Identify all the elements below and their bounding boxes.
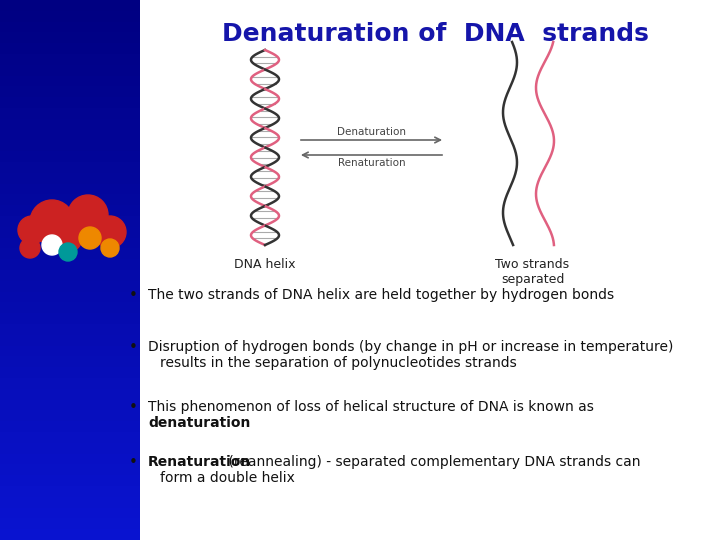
- Bar: [0, 194, 140, 205]
- Bar: [0, 97, 140, 108]
- Text: Disruption of hydrogen bonds (by change in pH or increase in temperature): Disruption of hydrogen bonds (by change …: [148, 340, 673, 354]
- Circle shape: [54, 224, 82, 252]
- Bar: [0, 324, 140, 335]
- Circle shape: [18, 216, 46, 244]
- Bar: [0, 378, 140, 389]
- Text: denaturation: denaturation: [148, 416, 251, 430]
- Text: Denaturation of  DNA  strands: Denaturation of DNA strands: [222, 22, 649, 46]
- Bar: [0, 475, 140, 486]
- Text: •: •: [129, 340, 138, 355]
- Bar: [0, 389, 140, 400]
- Text: This phenomenon of loss of helical structure of DNA is known as: This phenomenon of loss of helical struc…: [148, 400, 594, 414]
- Text: results in the separation of polynucleotides strands: results in the separation of polynucleot…: [160, 356, 517, 370]
- Bar: [0, 43, 140, 54]
- Bar: [0, 497, 140, 508]
- Bar: [0, 119, 140, 130]
- Bar: [0, 151, 140, 162]
- Bar: [0, 335, 140, 346]
- Text: Renaturation: Renaturation: [148, 455, 251, 469]
- Bar: [0, 302, 140, 313]
- Bar: [0, 140, 140, 151]
- Bar: [0, 205, 140, 216]
- Bar: [0, 65, 140, 76]
- Circle shape: [42, 235, 62, 255]
- Text: •: •: [129, 400, 138, 415]
- Bar: [0, 216, 140, 227]
- Bar: [0, 454, 140, 464]
- Text: •: •: [129, 288, 138, 303]
- Bar: [0, 238, 140, 248]
- Text: The two strands of DNA helix are held together by hydrogen bonds: The two strands of DNA helix are held to…: [148, 288, 614, 302]
- Bar: [0, 443, 140, 454]
- Bar: [0, 518, 140, 529]
- Circle shape: [68, 195, 108, 235]
- Bar: [0, 32, 140, 43]
- Bar: [0, 173, 140, 184]
- Bar: [0, 410, 140, 421]
- Text: •: •: [129, 455, 138, 470]
- Bar: [0, 464, 140, 475]
- Bar: [0, 162, 140, 173]
- Bar: [0, 259, 140, 270]
- Bar: [0, 184, 140, 194]
- Bar: [0, 432, 140, 443]
- Bar: [0, 421, 140, 432]
- Circle shape: [30, 200, 74, 244]
- Bar: [0, 11, 140, 22]
- Bar: [0, 248, 140, 259]
- Circle shape: [101, 239, 119, 257]
- Bar: [0, 529, 140, 540]
- Bar: [0, 292, 140, 302]
- Text: Renaturation: Renaturation: [338, 158, 405, 168]
- Bar: [0, 54, 140, 65]
- Bar: [0, 0, 140, 11]
- Circle shape: [94, 216, 126, 248]
- Bar: [0, 367, 140, 378]
- Bar: [0, 130, 140, 140]
- Circle shape: [59, 243, 77, 261]
- Bar: [0, 281, 140, 292]
- Text: DNA helix: DNA helix: [234, 258, 296, 271]
- Circle shape: [79, 227, 101, 249]
- Bar: [0, 400, 140, 410]
- Bar: [0, 108, 140, 119]
- Bar: [0, 346, 140, 356]
- Bar: [0, 508, 140, 518]
- Text: Two strands
separated: Two strands separated: [495, 258, 570, 286]
- Circle shape: [20, 238, 40, 258]
- Bar: [0, 313, 140, 324]
- Text: form a double helix: form a double helix: [160, 471, 295, 485]
- Text: Denaturation: Denaturation: [337, 127, 406, 137]
- Bar: [0, 356, 140, 367]
- Bar: [0, 86, 140, 97]
- Text: (reannealing) - separated complementary DNA strands can: (reannealing) - separated complementary …: [224, 455, 640, 469]
- Bar: [0, 22, 140, 32]
- Bar: [0, 227, 140, 238]
- Bar: [0, 270, 140, 281]
- Bar: [0, 486, 140, 497]
- Bar: [0, 76, 140, 86]
